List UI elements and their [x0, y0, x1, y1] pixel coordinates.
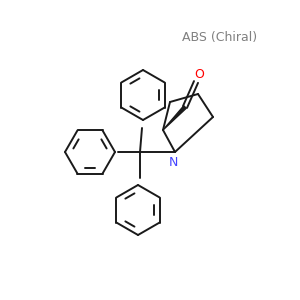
Text: O: O [194, 68, 204, 80]
Polygon shape [163, 106, 186, 130]
Text: ABS (Chiral): ABS (Chiral) [182, 32, 258, 44]
Text: N: N [168, 155, 178, 169]
